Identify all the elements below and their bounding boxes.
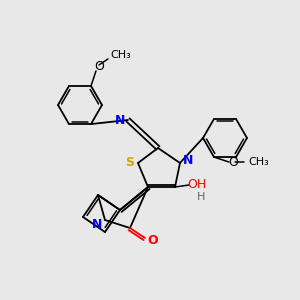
Text: O: O <box>148 233 158 247</box>
Text: N: N <box>183 154 193 167</box>
Text: N: N <box>92 218 102 232</box>
Text: OH: OH <box>188 178 207 191</box>
Text: CH₃: CH₃ <box>110 50 131 60</box>
Text: CH₃: CH₃ <box>248 157 269 167</box>
Text: S: S <box>125 157 134 169</box>
Text: O: O <box>228 156 238 169</box>
Text: H: H <box>197 192 205 202</box>
Text: N: N <box>115 113 125 127</box>
Text: O: O <box>94 60 104 74</box>
